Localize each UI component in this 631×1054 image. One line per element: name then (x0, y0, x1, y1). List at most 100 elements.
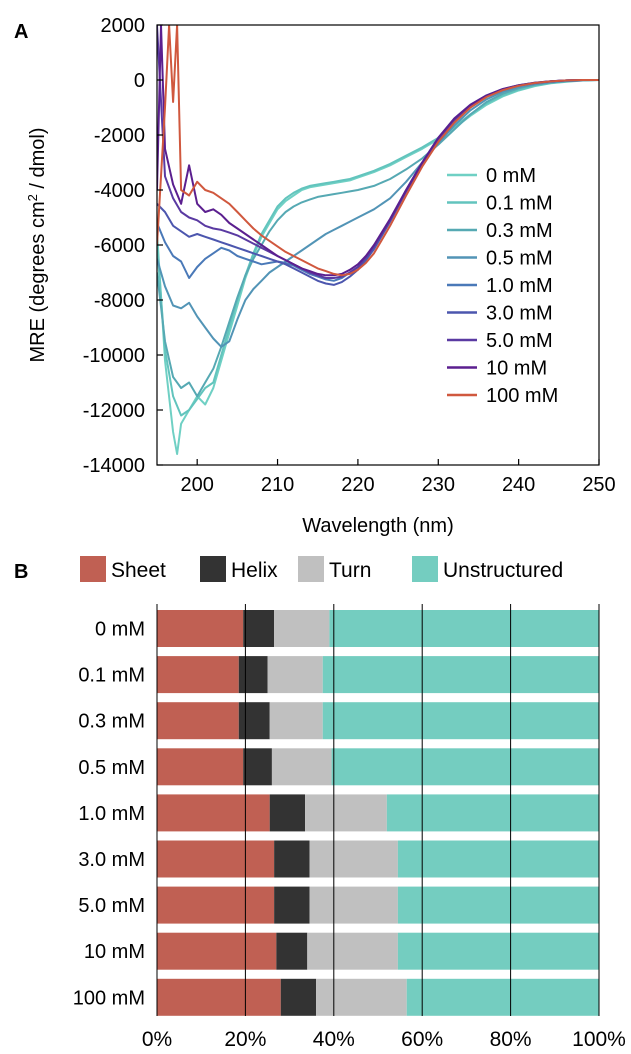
panel-b-ticks: 0 mM 0.1 mM 0.3 mM 0.5 mM 1.0 mM 3.0 mM 5.0 mM… (73, 619, 626, 1052)
panel-a-x-axis-label: Wavelength (nm) (302, 515, 454, 537)
y-tick-label-0: 2000 (101, 15, 146, 37)
x-tick-label-1: 210 (261, 474, 294, 496)
series-line-1 (157, 79, 599, 417)
bar-turn-4 (305, 794, 387, 832)
series-line-3 (157, 79, 599, 348)
bar-sheet-3 (157, 748, 244, 786)
bar-turn-8 (316, 978, 407, 1016)
panel-b: B Sheet Helix Turn Unstructured 0 mM 0.1 mM 0… (14, 556, 626, 1051)
bar-sheet-6 (157, 886, 275, 924)
series-line-7 (157, 25, 599, 277)
panel-a-marks (157, 25, 599, 455)
x-tick-label-2: 40% (313, 1028, 355, 1051)
category-label-7: 10 mM (84, 941, 145, 963)
legend-label-5: 3.0 mM (486, 303, 553, 325)
bar-turn-3 (271, 748, 332, 786)
bar-turn-7 (307, 932, 398, 970)
bar-sheet-8 (157, 978, 281, 1016)
y-tick-label-7: -12000 (83, 400, 145, 422)
legend-label-sheet: Sheet (111, 559, 166, 582)
x-tick-label-5: 250 (582, 474, 615, 496)
category-label-0: 0 mM (95, 619, 145, 641)
x-tick-label-4: 80% (490, 1028, 532, 1051)
legend-label-0: 0 mM (486, 165, 536, 187)
panel-b-bars (157, 610, 599, 1016)
legend-label-6: 5.0 mM (486, 330, 553, 352)
legend-swatch-unstructured (412, 556, 438, 582)
bar-turn-5 (309, 840, 398, 878)
bar-sheet-0 (157, 610, 244, 647)
y-tick-label-1: 0 (134, 70, 145, 92)
series-line-8 (157, 25, 599, 277)
x-tick-label-5: 100% (572, 1028, 626, 1051)
series-line-0 (157, 79, 599, 455)
y-label-superscript: 2 (25, 194, 40, 201)
bar-turn-1 (267, 656, 323, 694)
bar-helix-6 (274, 886, 310, 924)
bar-helix-1 (238, 656, 268, 694)
legend-swatch-helix (200, 556, 226, 582)
panel-a-y-axis-label: MRE (degrees cm2 / dmol) (25, 127, 50, 362)
bar-helix-3 (243, 748, 272, 786)
bar-helix-4 (269, 794, 306, 832)
category-label-6: 5.0 mM (78, 895, 145, 917)
category-label-1: 0.1 mM (78, 665, 145, 687)
bar-helix-0 (243, 610, 275, 647)
legend-label-1: 0.1 mM (486, 193, 553, 215)
x-tick-label-2: 220 (341, 474, 374, 496)
legend-label-3: 0.5 mM (486, 248, 553, 270)
bar-helix-2 (238, 702, 270, 740)
y-label-main: MRE (degrees cm (27, 201, 49, 362)
x-tick-label-0: 200 (180, 474, 213, 496)
bar-sheet-2 (157, 702, 239, 740)
bar-unstructured-7 (397, 932, 599, 970)
legend-swatch-sheet (80, 556, 106, 582)
bar-unstructured-2 (322, 702, 599, 740)
panel-b-legend: Sheet Helix Turn Unstructured (80, 556, 563, 582)
y-tick-label-5: -8000 (94, 290, 145, 312)
bar-turn-0 (274, 610, 330, 647)
bar-helix-8 (280, 978, 317, 1016)
bar-unstructured-3 (331, 748, 599, 786)
panel-a-label: A (14, 21, 28, 43)
category-label-3: 0.5 mM (78, 757, 145, 779)
legend-label-turn: Turn (329, 559, 371, 582)
y-tick-label-8: -14000 (83, 455, 145, 477)
bar-sheet-4 (157, 794, 270, 832)
y-tick-label-2: -2000 (94, 125, 145, 147)
bar-helix-5 (274, 840, 310, 878)
x-tick-label-3: 60% (401, 1028, 443, 1051)
bar-sheet-7 (157, 932, 277, 970)
x-tick-label-3: 230 (422, 474, 455, 496)
bar-turn-6 (309, 886, 398, 924)
x-tick-label-4: 240 (502, 474, 535, 496)
panel-a-legend: 0 mM 0.1 mM 0.3 mM 0.5 mM 1.0 mM 3.0 mM 5.0 mM… (447, 165, 558, 407)
panel-a: A 200 210 220 230 240 250 2000 0 -2000 -4000 -6000… (14, 15, 616, 537)
category-label-4: 1.0 mM (78, 803, 145, 825)
category-label-5: 3.0 mM (78, 849, 145, 871)
panel-b-label: B (14, 561, 28, 583)
panel-a-ticks: 200 210 220 230 240 250 2000 0 -2000 -4000 -6000 -8… (83, 15, 616, 496)
legend-label-8: 100 mM (486, 385, 558, 407)
legend-swatch-turn (298, 556, 324, 582)
bar-unstructured-4 (386, 794, 599, 832)
y-tick-label-6: -10000 (83, 345, 145, 367)
category-label-8: 100 mM (73, 987, 145, 1009)
legend-label-7: 10 mM (486, 358, 547, 380)
bar-sheet-5 (157, 840, 275, 878)
y-label-tail: / dmol) (27, 127, 49, 194)
legend-label-2: 0.3 mM (486, 220, 553, 242)
bar-helix-7 (276, 932, 308, 970)
y-tick-label-4: -6000 (94, 235, 145, 257)
legend-label-unstructured: Unstructured (443, 559, 563, 582)
series-line-2 (157, 79, 599, 398)
bar-unstructured-0 (329, 610, 599, 647)
y-tick-label-3: -4000 (94, 180, 145, 202)
x-tick-label-1: 20% (224, 1028, 266, 1051)
bar-sheet-1 (157, 656, 239, 694)
bar-unstructured-8 (406, 978, 599, 1016)
legend-label-helix: Helix (231, 559, 278, 582)
legend-label-4: 1.0 mM (486, 275, 553, 297)
bar-turn-2 (269, 702, 323, 740)
